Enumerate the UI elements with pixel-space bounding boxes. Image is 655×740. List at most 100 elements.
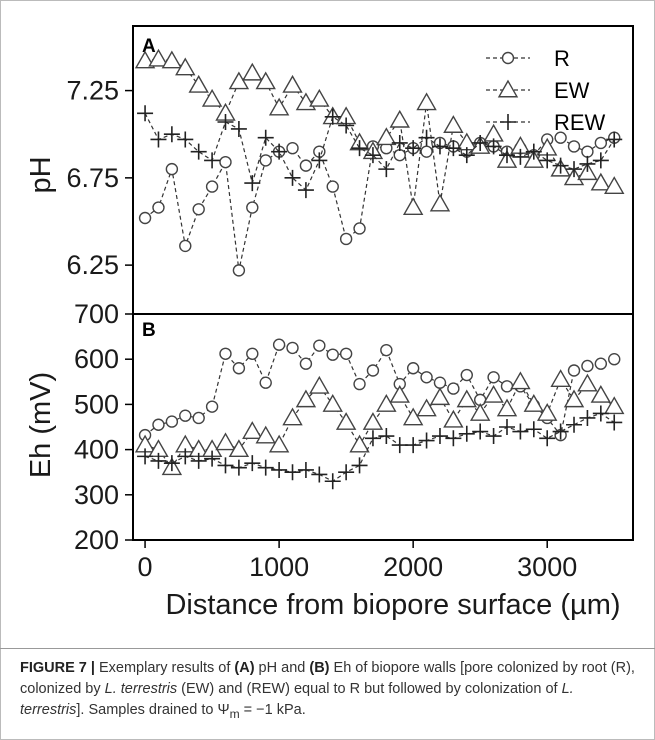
panel-b-point-r (433, 376, 447, 389)
panel-b-point-ew (469, 403, 491, 421)
panel-b-point-r (179, 409, 192, 422)
panel-b-point-r (232, 362, 246, 375)
panel-b-point-r (500, 380, 514, 393)
panel-b-point-r (205, 400, 219, 413)
panel-b-point-rew (378, 428, 395, 445)
panel-a-point-r (420, 145, 433, 158)
panel-b-point-r (246, 347, 259, 360)
panel-a-point-r (299, 159, 313, 172)
panel-b-point-r (420, 371, 433, 384)
panel-b-point-rew (324, 473, 341, 490)
panel-b-point-ew (389, 384, 410, 403)
panel-b-point-rew (606, 414, 623, 431)
panel-a-point-ew (161, 50, 183, 69)
panel-a-point-r (339, 232, 353, 246)
panel-b-point-rew (351, 457, 368, 474)
panel-b-point-ew (215, 432, 236, 451)
legend-marker-ew (497, 79, 519, 98)
x-tick-label: 0 (138, 552, 153, 582)
panel-b-point-r (326, 348, 339, 361)
panel-a-point-r (152, 201, 165, 214)
panel-b-point-r (406, 362, 420, 375)
panel-a-point-rew (338, 117, 355, 134)
panel-a-point-ew (376, 127, 397, 146)
panel-b-point-r (594, 357, 608, 370)
legend-label-rew: REW (554, 110, 606, 135)
panel-b-point-rew (498, 419, 515, 435)
panel-b-point-rew (297, 461, 314, 478)
panel-b-point-rew (311, 466, 328, 483)
panel-a-point-ew (255, 71, 276, 90)
panel-b-frame (132, 313, 634, 541)
panel-a-point-rew (204, 152, 221, 169)
panel-b-point-ew (255, 425, 276, 444)
panel-b-label: B (142, 320, 156, 341)
panel-b-point-ew (590, 384, 612, 403)
panel-a-point-ew (242, 62, 263, 81)
panel-b-point-r (487, 371, 500, 384)
panel-b-point-ew (429, 387, 451, 406)
panel-a-point-r (138, 211, 152, 225)
panel-b-point-rew (472, 423, 489, 440)
panel-a-point-rew (431, 138, 448, 155)
panel-a-point-rew (297, 182, 314, 199)
panel-a-ytick-label: 6.25 (66, 250, 119, 280)
panel-a-point-rew (137, 105, 154, 122)
panel-b-point-rew (539, 430, 556, 447)
panel-a-point-rew (579, 155, 596, 172)
caption-part: L. terrestris (20, 681, 574, 718)
panel-a-ytick-label: 6.75 (66, 163, 119, 193)
panel-a-point-ew (188, 74, 209, 93)
panel-b-point-r (299, 357, 313, 370)
panel-b-point-ew (376, 393, 397, 412)
panel-b-point-r (567, 364, 581, 377)
panel-b-ytick-label: 600 (74, 344, 119, 374)
panel-a-point-ew (590, 172, 612, 191)
panel-a-point-ew (201, 88, 223, 107)
panel-b-point-ew (483, 384, 504, 403)
panel-b-point-rew (177, 448, 194, 465)
panel-b-point-r (366, 364, 380, 377)
panel-a-point-rew (177, 131, 194, 148)
panel-a-series-line-rew (144, 112, 615, 192)
caption-part: Eh of biopore walls [pore colonized by r… (20, 660, 635, 697)
panel-a-point-r (286, 141, 299, 155)
panel-a-point-rew (512, 148, 529, 165)
panel-b-point-ew (443, 409, 464, 428)
panel-b-ytick-label: 500 (74, 389, 119, 419)
panel-b-point-rew (230, 459, 247, 476)
panel-a-point-r (353, 222, 366, 235)
panel-a-point-rew (311, 152, 328, 169)
panel-a-point-r (581, 145, 594, 158)
panel-a-point-ew (389, 109, 410, 128)
panel-a-point-rew (566, 161, 583, 178)
panel-b-ytick-label: 300 (74, 480, 119, 510)
panel-b-point-ew (604, 396, 625, 415)
panel-b-ylabel: Eh (mV) (25, 372, 57, 478)
panel-b-point-rew (163, 455, 180, 472)
panel-a-series (134, 48, 625, 277)
panel-a-point-rew (230, 120, 247, 137)
panel-b-point-ew (563, 389, 585, 408)
panel-a-point-rew (472, 134, 489, 151)
caption-part: L. terrestris (104, 681, 178, 697)
panel-a-point-rew (418, 129, 435, 146)
caption-part: (EW) and (REW) equal to R but followed b… (177, 681, 562, 697)
panel-b-ytick-label: 400 (74, 435, 119, 465)
panel-a-point-ew (175, 57, 196, 76)
panel-b-point-r (219, 347, 232, 360)
panel-b-point-rew (512, 423, 529, 440)
panel-a-point-ew (309, 88, 330, 107)
panel-a-point-r (232, 264, 246, 277)
panel-a-point-rew (525, 143, 542, 160)
panel-a-point-rew (271, 143, 288, 160)
panel-a-point-rew (217, 114, 234, 130)
panel-b-point-ew (309, 375, 330, 394)
panel-a-point-r (246, 201, 259, 214)
panel-b-point-rew (338, 464, 355, 481)
panel-a-point-ew (268, 97, 290, 116)
legend-label-r: R (554, 46, 570, 71)
panel-a-point-rew (485, 138, 502, 155)
panel-a-point-rew (378, 161, 395, 178)
